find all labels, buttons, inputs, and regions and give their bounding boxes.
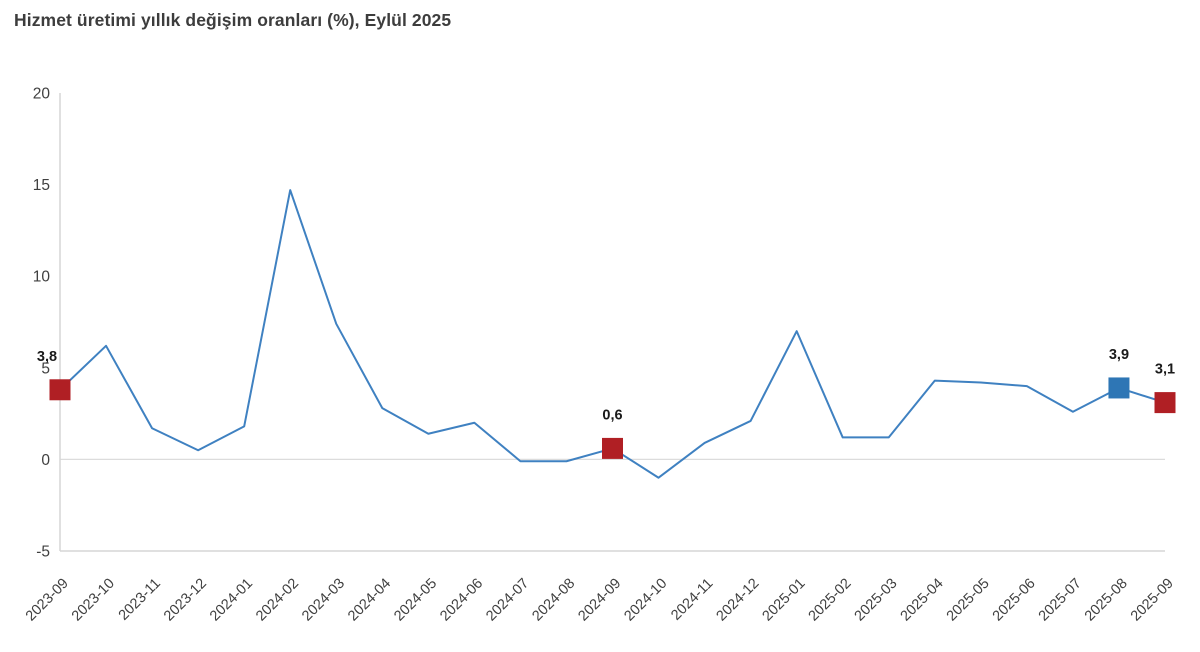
x-tick-label-2024-08: 2024-08 (529, 576, 578, 625)
x-tick-label-2024-04: 2024-04 (345, 576, 394, 625)
x-tick-label-2024-06: 2024-06 (437, 576, 486, 625)
y-tick-label-15: 15 (33, 177, 50, 194)
x-tick-label-2024-05: 2024-05 (391, 576, 440, 625)
x-tick-label-2025-02: 2025-02 (806, 576, 855, 625)
y-tick-label-20: 20 (33, 86, 51, 103)
x-tick-label-2023-09: 2023-09 (23, 576, 72, 625)
x-tick-label-2025-05: 2025-05 (944, 576, 993, 625)
x-tick-label-2023-11: 2023-11 (116, 576, 164, 624)
y-tick-label-5: 5 (41, 360, 50, 377)
x-tick-label-2024-07: 2024-07 (483, 576, 532, 625)
x-tick-label-2024-09: 2024-09 (575, 576, 624, 625)
x-tick-label-2025-08: 2025-08 (1082, 576, 1131, 625)
y-tick-label--5: -5 (36, 544, 50, 561)
x-tick-label-2025-01: 2025-01 (760, 576, 809, 625)
x-tick-label-2025-04: 2025-04 (898, 576, 947, 625)
x-tick-label-2023-12: 2023-12 (161, 576, 210, 625)
x-tick-label-2025-03: 2025-03 (852, 576, 901, 625)
marker-2025-08 (1108, 377, 1130, 399)
series-line (59, 189, 1166, 479)
x-tick-label-2024-03: 2024-03 (299, 576, 348, 625)
x-tick-label-2024-01: 2024-01 (207, 576, 256, 625)
y-tick-label-0: 0 (41, 452, 50, 469)
x-tick-label-2024-12: 2024-12 (714, 576, 763, 625)
value-label-2024-09: 0,6 (602, 407, 622, 423)
x-tick-label-2024-02: 2024-02 (253, 576, 302, 625)
y-tick-label-10: 10 (33, 269, 51, 286)
x-tick-label-2025-07: 2025-07 (1036, 576, 1085, 625)
x-tick-label-2025-06: 2025-06 (990, 576, 1039, 625)
value-label-2023-09: 3,8 (37, 349, 57, 365)
value-label-2025-08: 3,9 (1109, 347, 1129, 363)
x-tick-label-2025-09: 2025-09 (1128, 576, 1177, 625)
marker-2024-09 (602, 437, 623, 459)
chart-title: Hizmet üretimi yıllık değişim oranları (… (14, 10, 452, 30)
value-label-2025-09: 3,1 (1155, 362, 1175, 378)
marker-2025-09 (1154, 392, 1176, 414)
x-tick-label-2023-10: 2023-10 (69, 576, 118, 625)
x-tick-label-2024-10: 2024-10 (621, 576, 670, 625)
x-tick-label-2024-11: 2024-11 (668, 576, 716, 624)
marker-2023-09 (49, 379, 71, 401)
